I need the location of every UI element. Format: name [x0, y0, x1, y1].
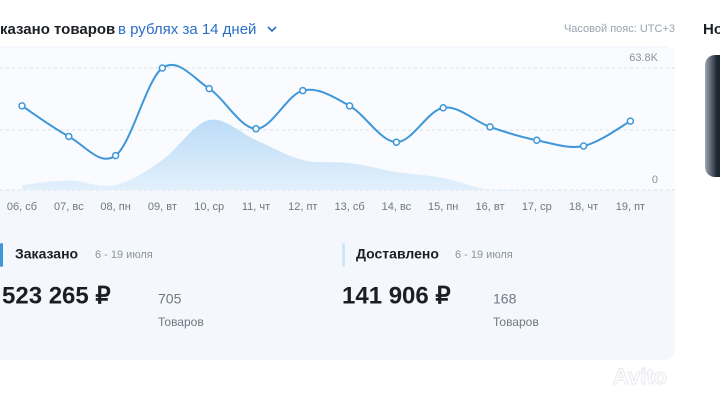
x-tick-label: 08, пн: [100, 201, 130, 213]
marker: [205, 84, 213, 93]
stat-title: Заказано: [15, 246, 78, 262]
x-tick-label: 10, ср: [194, 201, 224, 213]
x-tick-label: 07, вс: [54, 201, 84, 213]
x-tick-label: 13, сб: [335, 201, 365, 213]
line: [21, 63, 631, 160]
area: [22, 119, 631, 191]
stat-period: 6 - 19 июля: [95, 249, 153, 261]
marker: [158, 64, 167, 72]
marker: [533, 136, 541, 145]
marker: [392, 138, 401, 146]
stat-period: 6 - 19 июля: [455, 249, 513, 261]
stat-count: 168: [493, 291, 517, 307]
stat-bar: [0, 243, 3, 267]
stat-amount: 141 906 ₽: [342, 282, 451, 309]
title: казано товаров: [0, 21, 115, 38]
watermark: Avito: [613, 364, 667, 389]
x-tick-label: 11, чт: [242, 201, 270, 213]
side-card: [705, 55, 720, 177]
stat-count-label: Товаров: [158, 315, 204, 329]
x-tick-label: 17, ср: [522, 201, 552, 213]
x-tick-label: 16, вт: [476, 201, 505, 213]
marker: [345, 102, 354, 110]
stat-count: 705: [158, 291, 182, 307]
marker: [18, 102, 26, 110]
y-tick-label: 0: [652, 174, 658, 186]
marker: [439, 104, 447, 112]
x-tick-label: 14, вс: [382, 201, 412, 213]
marker: [65, 132, 73, 141]
timezone: Часовой пояс: UTC+3: [564, 23, 675, 35]
x-tick-label: 18, чт: [569, 201, 598, 213]
marker: [299, 86, 307, 95]
stat-amount: 523 265 ₽: [2, 282, 111, 309]
chevron[interactable]: [267, 26, 277, 33]
marker: [111, 151, 120, 160]
filter[interactable]: в рублях за 14 дней: [118, 21, 256, 38]
stat-bar: [342, 243, 345, 267]
marker: [252, 125, 260, 133]
x-tick-label: 15, пн: [428, 201, 458, 213]
x-tick-label: 19, пт: [616, 201, 645, 213]
marker: [626, 117, 635, 125]
side-title: Но: [703, 21, 720, 38]
marker: [579, 142, 588, 150]
x-tick-label: 12, пт: [288, 201, 317, 213]
y-tick-label: 63.8K: [629, 52, 658, 64]
stat-count-label: Товаров: [493, 315, 539, 329]
x-tick-label: 09, вт: [148, 201, 177, 213]
x-tick-label: 06, сб: [7, 201, 37, 213]
stat-title: Доставлено: [356, 246, 439, 262]
marker: [486, 123, 494, 131]
